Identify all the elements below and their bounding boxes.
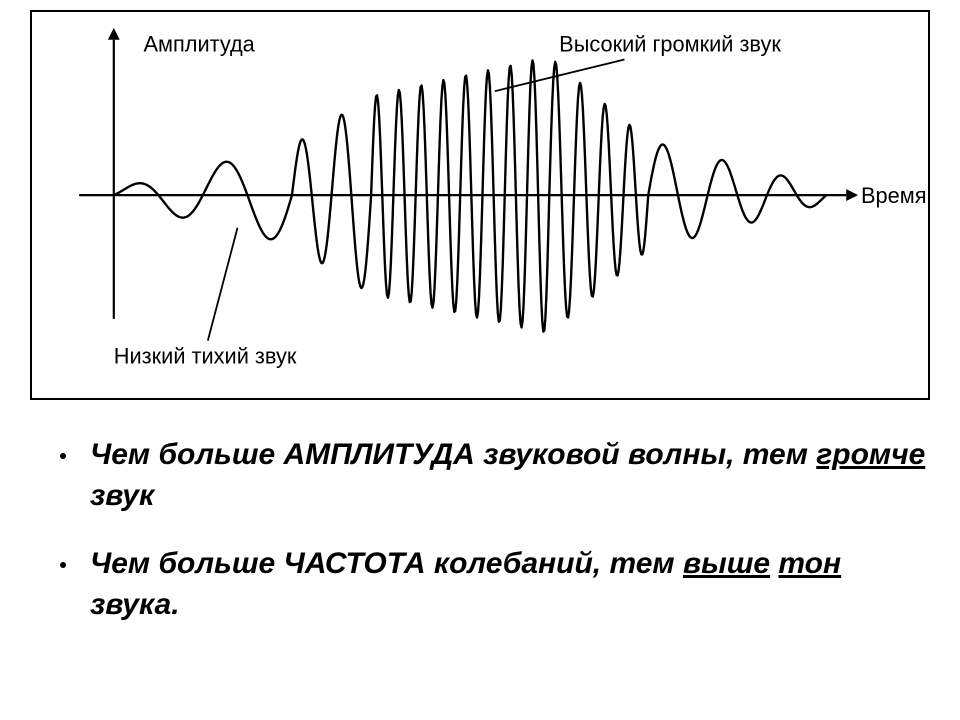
bullet-text: Чем больше ЧАСТОТА колебаний, тем выше т… [90,544,930,625]
bullet-pre: Чем больше ЧАСТОТА колебаний, тем [90,547,683,580]
bullet-u1: выше [683,547,770,580]
svg-text:Низкий тихий звук: Низкий тихий звук [114,343,297,368]
svg-text:Амплитуда: Амплитуда [143,32,255,57]
bullet-u2: тон [778,547,841,580]
bullet-item: Чем больше ЧАСТОТА колебаний, тем выше т… [30,544,930,625]
page-root: Амплитуда Время Высокий громкий звук Низкий… [0,0,960,720]
bullet-dot [60,562,66,568]
waveform-diagram: Амплитуда Время Высокий громкий звук Низкий… [30,10,930,400]
svg-text:Высокий громкий звук: Высокий громкий звук [559,32,781,57]
bullet-text: Чем больше АМПЛИТУДА звуковой волны, тем… [90,435,930,516]
bullet-post: звука. [90,588,180,621]
bullet-item: Чем больше АМПЛИТУДА звуковой волны, тем… [30,435,930,516]
bullet-list: Чем больше АМПЛИТУДА звуковой волны, тем… [30,435,930,653]
bullet-mid: звук [90,479,154,512]
bullet-u1: громче [816,438,925,471]
waveform-svg: Амплитуда Время Высокий громкий звук Низкий… [32,12,928,398]
svg-text:Время: Время [861,183,926,208]
bullet-pre: Чем больше АМПЛИТУДА звуковой волны, тем [90,438,816,471]
bullet-dot [60,453,66,459]
